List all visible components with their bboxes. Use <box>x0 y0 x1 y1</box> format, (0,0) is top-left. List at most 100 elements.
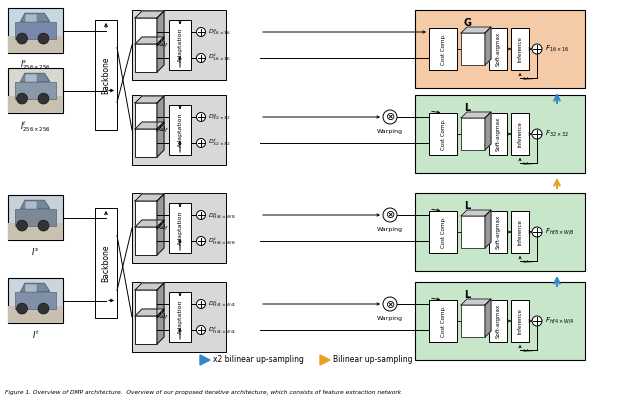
Polygon shape <box>157 122 164 157</box>
Text: Bilinear up-sampling: Bilinear up-sampling <box>333 356 413 364</box>
Bar <box>415 193 585 271</box>
Bar <box>489 113 507 155</box>
Text: $\omega_f$: $\omega_f$ <box>157 40 168 50</box>
Bar <box>169 292 191 342</box>
Bar <box>135 227 157 255</box>
Bar <box>95 208 117 318</box>
Polygon shape <box>461 210 491 216</box>
Bar <box>15 208 56 226</box>
Polygon shape <box>461 27 491 33</box>
Circle shape <box>38 33 49 44</box>
Text: $\otimes$: $\otimes$ <box>385 112 395 122</box>
Bar <box>132 10 226 80</box>
Bar <box>15 292 56 309</box>
Bar <box>489 300 507 342</box>
Circle shape <box>532 129 542 139</box>
Polygon shape <box>485 112 491 150</box>
Text: G: G <box>463 18 471 28</box>
Text: $\omega_m$: $\omega_m$ <box>522 347 534 355</box>
Bar <box>169 105 191 155</box>
Bar <box>135 201 157 229</box>
Polygon shape <box>135 309 164 316</box>
Text: Cost Comp.: Cost Comp. <box>440 305 445 337</box>
Text: $D^s_{16\times16}$: $D^s_{16\times16}$ <box>208 27 231 37</box>
Text: $D^t_{32\times32}$: $D^t_{32\times32}$ <box>208 138 231 148</box>
Text: Soft-argmax: Soft-argmax <box>495 32 500 66</box>
Bar <box>169 203 191 253</box>
Circle shape <box>196 300 205 308</box>
Text: $D^s_{32\times32}$: $D^s_{32\times32}$ <box>208 112 231 122</box>
Text: Figure 1. Overview of DMP architecture.  Overview of our proposed iterative arch: Figure 1. Overview of DMP architecture. … <box>5 390 401 395</box>
Bar <box>8 68 63 113</box>
Text: $\omega_m$: $\omega_m$ <box>522 160 534 168</box>
Polygon shape <box>135 283 164 290</box>
Text: Inference: Inference <box>518 308 522 334</box>
Bar <box>26 201 37 208</box>
Text: Backbone: Backbone <box>102 244 111 282</box>
Bar <box>489 211 507 253</box>
Polygon shape <box>135 37 164 44</box>
Bar <box>132 95 226 165</box>
Text: x2 bilinear up-sampling: x2 bilinear up-sampling <box>213 356 304 364</box>
Text: Warping: Warping <box>377 316 403 321</box>
Text: Adaptation: Adaptation <box>177 113 182 147</box>
Text: $D^t_{H/4\times W/4}$: $D^t_{H/4\times W/4}$ <box>208 325 236 335</box>
Circle shape <box>383 208 397 222</box>
Polygon shape <box>20 200 50 208</box>
Polygon shape <box>135 194 164 201</box>
Polygon shape <box>20 283 50 292</box>
Polygon shape <box>485 299 491 337</box>
Polygon shape <box>157 37 164 72</box>
Circle shape <box>196 138 205 148</box>
Bar <box>415 10 585 88</box>
Bar <box>461 216 485 248</box>
Text: Warping: Warping <box>377 227 403 232</box>
Text: Adaptation: Adaptation <box>177 211 182 245</box>
Text: Cost Comp.: Cost Comp. <box>440 118 445 150</box>
Polygon shape <box>320 355 330 365</box>
Text: $\omega_m$: $\omega_m$ <box>522 75 534 83</box>
Polygon shape <box>135 220 164 227</box>
Bar <box>511 211 529 253</box>
Text: Inference: Inference <box>518 219 522 245</box>
Polygon shape <box>485 27 491 65</box>
Circle shape <box>532 44 542 54</box>
Circle shape <box>38 220 49 231</box>
Bar <box>8 223 63 240</box>
Polygon shape <box>20 13 50 22</box>
Circle shape <box>532 227 542 237</box>
Circle shape <box>17 303 28 314</box>
Bar <box>461 118 485 150</box>
Bar <box>135 18 157 46</box>
Text: $F_{32\times32}$: $F_{32\times32}$ <box>545 129 569 139</box>
Circle shape <box>196 28 205 36</box>
Polygon shape <box>157 194 164 229</box>
Text: Soft-argmax: Soft-argmax <box>495 117 500 151</box>
Text: L: L <box>464 201 470 211</box>
Text: Warping: Warping <box>377 129 403 134</box>
Bar <box>8 8 63 53</box>
Bar <box>461 305 485 337</box>
Text: Adaptation: Adaptation <box>177 300 182 334</box>
Text: L: L <box>464 103 470 113</box>
Polygon shape <box>157 283 164 318</box>
Text: $D^s_{H/8\times W/8}$: $D^s_{H/8\times W/8}$ <box>208 210 236 220</box>
Polygon shape <box>157 309 164 344</box>
Polygon shape <box>461 299 491 305</box>
Text: $\otimes$: $\otimes$ <box>385 210 395 220</box>
Circle shape <box>196 54 205 62</box>
Text: $\omega_f$: $\omega_f$ <box>157 223 168 233</box>
Bar <box>95 20 117 130</box>
Text: Soft-argmax: Soft-argmax <box>495 215 500 249</box>
Polygon shape <box>135 96 164 103</box>
Circle shape <box>38 93 49 104</box>
Bar <box>26 284 37 292</box>
Bar <box>15 82 56 99</box>
Circle shape <box>383 297 397 311</box>
Circle shape <box>196 326 205 334</box>
Circle shape <box>196 210 205 220</box>
Text: $\omega_f$: $\omega_f$ <box>157 312 168 322</box>
Bar <box>511 300 529 342</box>
Text: $D^t_{16\times16}$: $D^t_{16\times16}$ <box>208 53 231 63</box>
Text: $\omega_m$: $\omega_m$ <box>522 258 534 266</box>
